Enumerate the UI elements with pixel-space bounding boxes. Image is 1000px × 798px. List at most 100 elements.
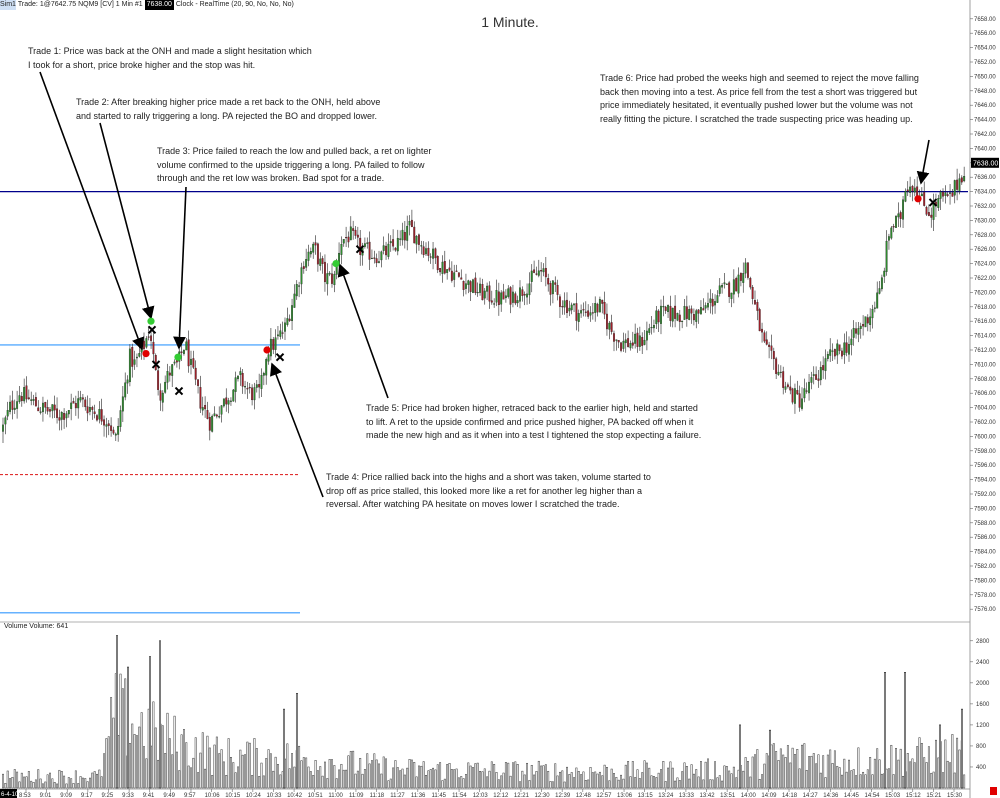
volume-bar (493, 764, 496, 789)
candle-body (923, 192, 926, 206)
volume-bar (603, 764, 606, 789)
volume-bar (885, 768, 888, 789)
time-tick-label: 11:09 (349, 793, 364, 798)
candle-body (660, 305, 662, 324)
candle-body (194, 367, 197, 380)
candle-body (368, 241, 371, 260)
volume-bar (136, 735, 138, 789)
candle-body (483, 290, 486, 299)
candle-body (262, 373, 265, 376)
candle-body (582, 309, 585, 311)
candle-body (495, 290, 498, 303)
candle-body (911, 186, 914, 192)
volume-bar (803, 743, 806, 789)
volume-bar (953, 772, 956, 789)
candle-body (725, 283, 728, 285)
price-tick-label: 7614.00 (974, 334, 996, 340)
volume-bar (946, 760, 949, 789)
volume-bar (232, 762, 235, 789)
volume-bar (422, 761, 425, 789)
candle-body (549, 283, 552, 295)
volume-bar (869, 757, 872, 789)
candle-body (46, 407, 49, 412)
volume-bar (27, 771, 30, 789)
volume-bar (859, 774, 862, 789)
volume-bar (749, 776, 752, 789)
time-tick-label: 9:25 (101, 793, 113, 798)
volume-bar (345, 769, 348, 789)
volume-bar (537, 760, 540, 789)
volume-bar (93, 771, 96, 789)
volume-bar (765, 753, 768, 789)
chart-header: Sim1 Trade: 1@7642.75 NQM9 [CV] 1 Min #1… (0, 0, 294, 10)
candle-body (533, 269, 536, 273)
candle-body (636, 332, 639, 347)
volume-bar (744, 757, 747, 789)
candle-body (211, 415, 214, 432)
candle-body (850, 338, 853, 346)
volume-bar (742, 770, 745, 789)
candle-body (700, 307, 702, 315)
volume-bar (333, 765, 336, 789)
price-badge: 7638.00 (144, 0, 174, 10)
volume-bar (42, 783, 44, 789)
volume-bar (70, 778, 73, 789)
candle-body (314, 242, 317, 246)
candle-body (866, 317, 869, 324)
volume-bar (279, 774, 282, 789)
candle-body (653, 325, 655, 329)
candle-body (260, 375, 263, 389)
volume-bar (589, 767, 592, 789)
price-tick-label: 7634.00 (974, 190, 996, 196)
volume-bar (6, 770, 9, 789)
candle-body (352, 228, 355, 231)
last-price-badge (971, 157, 999, 168)
time-tick-label: 15:03 (885, 793, 901, 798)
trade-text: Trade: 1@7642.75 (17, 1, 77, 8)
volume-bar (779, 748, 782, 789)
volume-bar (838, 767, 841, 789)
volume-bar (892, 774, 895, 789)
volume-bar (180, 734, 183, 789)
volume-bar (582, 771, 585, 789)
candle-body (119, 410, 122, 427)
candle-body (815, 374, 818, 380)
time-tick-label: 10:42 (287, 793, 303, 798)
candle-body (370, 257, 373, 260)
volume-bar (448, 763, 451, 789)
volume-bar (131, 723, 134, 789)
candle-body (744, 262, 747, 274)
volume-bar (166, 712, 169, 789)
exit-marker (151, 360, 161, 369)
candle-body (641, 337, 644, 346)
volume-tick-label: 2400 (976, 660, 990, 666)
time-tick-label: 12:48 (576, 793, 592, 798)
volume-bar (645, 762, 648, 789)
volume-bar (697, 776, 700, 789)
volume-bar (161, 725, 164, 789)
candle-body (356, 234, 359, 238)
candle-body (833, 349, 836, 357)
candle-body (643, 339, 646, 345)
candle-body (885, 240, 888, 272)
volume-bar (695, 769, 698, 789)
candle-body (434, 248, 437, 259)
price-tick-label: 7654.00 (974, 46, 996, 52)
candle-body (650, 326, 653, 329)
candle-body (284, 322, 286, 332)
candle-body (925, 207, 928, 215)
candle-body (455, 270, 458, 272)
candle-body (23, 387, 26, 402)
volume-bar (951, 734, 954, 789)
candle-body (469, 281, 472, 292)
candle-body (42, 402, 44, 413)
volume-bar (871, 774, 874, 789)
candle-body (880, 277, 883, 290)
volume-bar (791, 747, 794, 789)
volume-marker (990, 787, 997, 795)
candle-body (145, 338, 148, 348)
volume-bar (89, 777, 91, 789)
candle-body (124, 382, 127, 398)
candle-body (408, 221, 411, 226)
